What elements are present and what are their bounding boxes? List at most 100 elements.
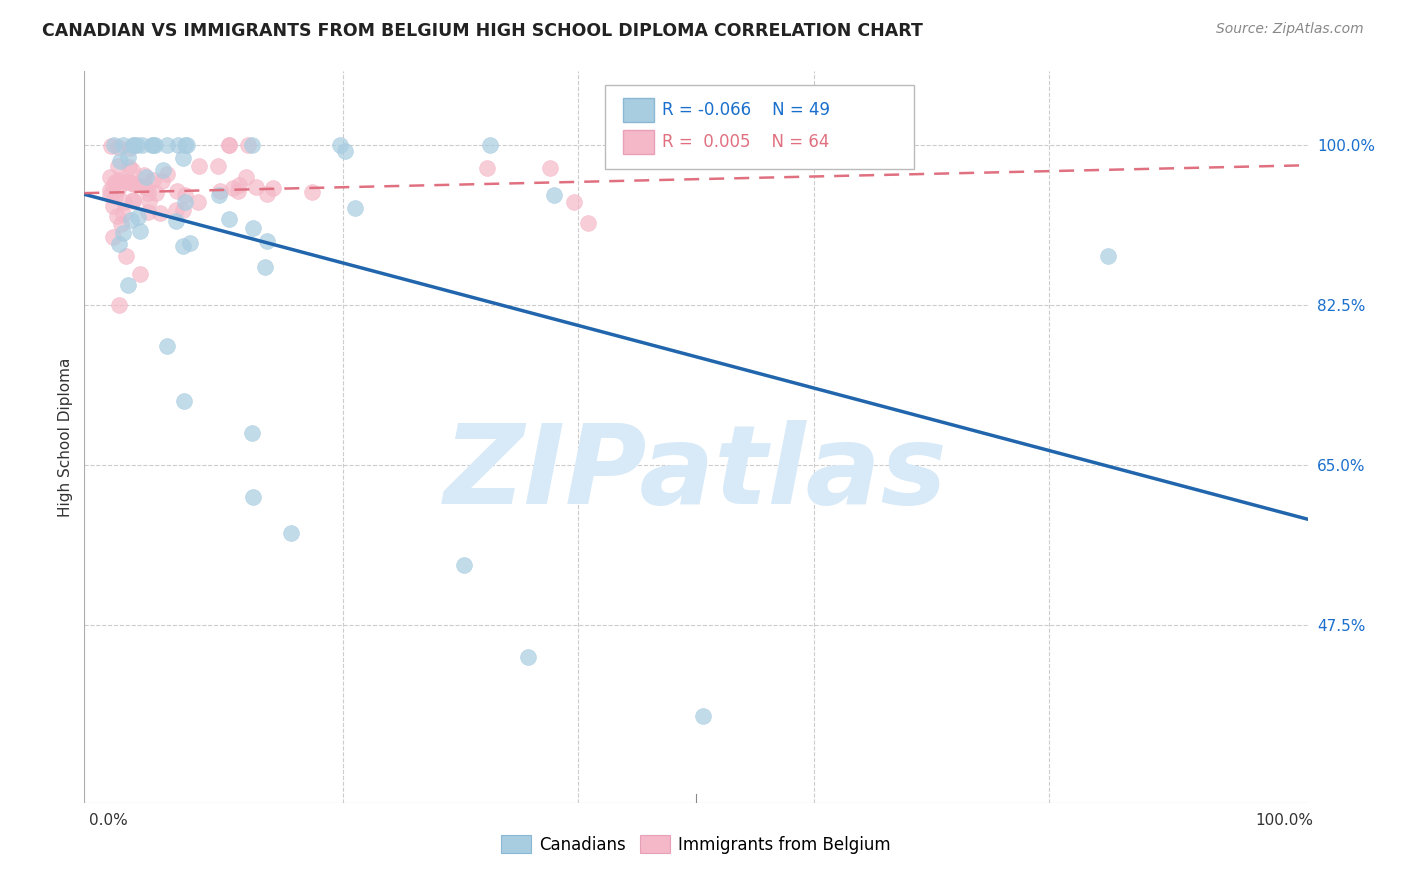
Point [242, 220, 264, 235]
Point [543, 188, 565, 202]
Point [172, 203, 194, 218]
Point [124, 177, 146, 191]
Text: ZIPatlas: ZIPatlas [444, 420, 948, 527]
Point [145, 186, 167, 200]
Point [152, 162, 174, 177]
Point [138, 186, 160, 200]
Point [111, 137, 134, 152]
Point [167, 137, 190, 152]
Point [101, 199, 124, 213]
Point [174, 194, 197, 209]
Point [104, 175, 127, 189]
Point [117, 150, 139, 164]
Text: R = -0.066    N = 49: R = -0.066 N = 49 [662, 101, 830, 119]
Point [135, 180, 157, 194]
Point [538, 161, 561, 175]
Point [256, 234, 278, 248]
Point [179, 235, 201, 250]
Point [218, 137, 240, 152]
Point [110, 217, 132, 231]
Point [103, 179, 125, 194]
Point [107, 140, 129, 154]
Point [516, 649, 538, 664]
Point [280, 526, 302, 541]
Point [453, 558, 475, 573]
Point [134, 168, 156, 182]
Point [738, 150, 761, 164]
Point [135, 170, 157, 185]
Point [226, 184, 249, 198]
Point [208, 188, 231, 202]
Point [108, 236, 131, 251]
Point [187, 159, 209, 173]
Point [121, 194, 143, 208]
Point [245, 180, 267, 194]
Point [301, 186, 323, 200]
Point [478, 137, 501, 152]
Point [122, 193, 145, 207]
Point [103, 137, 125, 152]
Point [127, 211, 149, 225]
Point [692, 709, 714, 723]
Point [254, 260, 277, 274]
Point [156, 167, 179, 181]
Point [166, 184, 188, 198]
Point [129, 267, 152, 281]
Point [165, 202, 187, 217]
Point [335, 144, 357, 158]
Point [240, 137, 263, 152]
Point [114, 175, 136, 189]
Point [100, 138, 122, 153]
Point [107, 173, 129, 187]
Point [172, 239, 194, 253]
Point [165, 214, 187, 228]
Point [475, 161, 498, 176]
Text: CANADIAN VS IMMIGRANTS FROM BELGIUM HIGH SCHOOL DIPLOMA CORRELATION CHART: CANADIAN VS IMMIGRANTS FROM BELGIUM HIGH… [42, 22, 924, 40]
Point [107, 182, 129, 196]
Point [187, 194, 209, 209]
Y-axis label: High School Diploma: High School Diploma [58, 358, 73, 516]
Point [1097, 248, 1119, 262]
Point [256, 187, 278, 202]
Point [174, 188, 197, 202]
Point [141, 137, 163, 152]
Point [131, 137, 153, 152]
Point [118, 141, 141, 155]
Point [207, 159, 229, 173]
Point [108, 154, 131, 169]
Point [103, 230, 125, 244]
Point [576, 216, 599, 230]
Point [228, 178, 250, 192]
Text: Source: ZipAtlas.com: Source: ZipAtlas.com [1216, 22, 1364, 37]
Point [240, 425, 263, 440]
Point [98, 188, 121, 202]
Point [120, 176, 142, 190]
Point [155, 137, 177, 152]
Point [562, 195, 585, 210]
Point [235, 170, 257, 185]
Point [242, 490, 264, 504]
Point [344, 201, 367, 215]
Point [107, 159, 129, 173]
Point [172, 151, 194, 165]
Point [262, 180, 284, 194]
Point [209, 184, 232, 198]
Point [98, 183, 121, 197]
Point [136, 205, 159, 219]
Point [173, 393, 195, 408]
Point [121, 177, 143, 191]
Point [141, 137, 163, 152]
Point [329, 137, 352, 152]
Point [134, 178, 156, 193]
Point [150, 173, 173, 187]
Point [141, 173, 163, 187]
Point [104, 189, 127, 203]
Point [138, 194, 160, 208]
Point [115, 249, 138, 263]
Point [121, 163, 143, 178]
Point [112, 226, 135, 240]
Point [218, 137, 240, 152]
Point [176, 137, 198, 152]
Point [143, 137, 166, 152]
Point [238, 137, 260, 152]
